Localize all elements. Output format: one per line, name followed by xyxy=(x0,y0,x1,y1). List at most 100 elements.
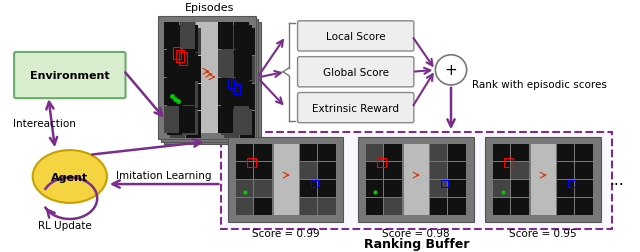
Bar xyxy=(180,51,195,78)
Bar xyxy=(170,112,185,139)
Bar xyxy=(221,109,236,136)
Bar xyxy=(161,20,259,142)
Bar xyxy=(236,198,253,215)
Bar xyxy=(237,26,252,53)
Bar xyxy=(186,84,201,111)
Bar xyxy=(575,144,593,161)
Text: Score = 0.99: Score = 0.99 xyxy=(252,229,319,238)
Bar xyxy=(557,162,574,179)
Bar xyxy=(531,144,556,215)
Bar xyxy=(170,84,185,111)
Bar xyxy=(429,198,447,215)
Bar xyxy=(179,53,187,66)
Bar xyxy=(557,180,574,197)
Bar xyxy=(504,159,513,167)
Bar xyxy=(183,81,198,108)
Bar xyxy=(511,144,529,161)
Bar xyxy=(448,162,466,179)
Text: Environment: Environment xyxy=(30,71,109,81)
Bar xyxy=(493,144,511,161)
Bar xyxy=(224,112,239,139)
Bar xyxy=(448,180,466,197)
Bar xyxy=(224,84,239,111)
Bar xyxy=(246,159,256,167)
Bar xyxy=(318,162,336,179)
Bar xyxy=(218,79,233,105)
Bar xyxy=(429,180,447,197)
Bar xyxy=(177,50,184,62)
Bar xyxy=(448,198,466,215)
Bar xyxy=(568,180,575,187)
Bar xyxy=(167,109,182,136)
Bar xyxy=(448,144,466,161)
Bar xyxy=(557,198,574,215)
Text: Ranking Buffer: Ranking Buffer xyxy=(364,237,470,250)
Bar xyxy=(441,180,448,187)
Bar xyxy=(228,79,234,89)
Bar xyxy=(196,23,218,134)
Bar xyxy=(202,28,224,139)
Bar xyxy=(429,162,447,179)
Text: Score = 0.98: Score = 0.98 xyxy=(382,229,450,238)
Bar xyxy=(167,81,182,108)
Bar xyxy=(404,144,429,215)
Bar xyxy=(164,79,179,105)
Bar xyxy=(164,23,179,50)
Bar xyxy=(173,48,181,60)
Circle shape xyxy=(435,55,467,86)
Bar xyxy=(365,198,383,215)
Bar xyxy=(385,180,402,197)
Bar xyxy=(170,56,185,83)
FancyBboxPatch shape xyxy=(298,57,414,87)
Bar xyxy=(318,180,336,197)
Bar xyxy=(236,162,253,179)
FancyBboxPatch shape xyxy=(298,22,414,52)
Text: RL Update: RL Update xyxy=(38,220,92,230)
Text: Agent: Agent xyxy=(51,172,88,182)
Text: +: + xyxy=(445,63,458,78)
Bar xyxy=(236,144,253,161)
Bar xyxy=(240,84,255,111)
Bar xyxy=(221,26,236,53)
FancyBboxPatch shape xyxy=(14,53,125,99)
Ellipse shape xyxy=(33,150,107,203)
Bar xyxy=(385,144,402,161)
Text: ...: ... xyxy=(610,172,625,187)
Bar xyxy=(221,81,236,108)
Bar xyxy=(511,162,529,179)
Bar xyxy=(183,26,198,53)
Bar xyxy=(218,23,233,50)
Bar xyxy=(186,112,201,139)
Text: Score = 0.95: Score = 0.95 xyxy=(509,229,577,238)
Bar xyxy=(300,180,317,197)
Bar xyxy=(511,180,529,197)
Bar xyxy=(183,54,198,80)
Bar xyxy=(365,162,383,179)
Bar xyxy=(170,29,185,55)
Text: Episodes: Episodes xyxy=(185,3,234,13)
Bar xyxy=(254,162,272,179)
Bar xyxy=(228,137,344,222)
Bar xyxy=(358,137,474,222)
Bar xyxy=(237,81,252,108)
Bar xyxy=(254,144,272,161)
Bar xyxy=(493,198,511,215)
Bar xyxy=(221,54,236,80)
Bar xyxy=(254,198,272,215)
Bar xyxy=(180,79,195,105)
Bar xyxy=(575,180,593,197)
Bar xyxy=(300,162,317,179)
Text: Rank with episodic scores: Rank with episodic scores xyxy=(472,80,607,90)
Bar xyxy=(365,144,383,161)
Bar xyxy=(224,56,239,83)
FancyBboxPatch shape xyxy=(221,133,612,230)
Bar xyxy=(365,180,383,197)
Bar xyxy=(511,198,529,215)
Bar xyxy=(224,29,239,55)
Bar xyxy=(274,144,299,215)
Bar xyxy=(234,79,249,105)
Bar xyxy=(240,29,255,55)
Bar xyxy=(240,56,255,83)
Bar xyxy=(164,23,261,145)
Bar xyxy=(167,54,182,80)
